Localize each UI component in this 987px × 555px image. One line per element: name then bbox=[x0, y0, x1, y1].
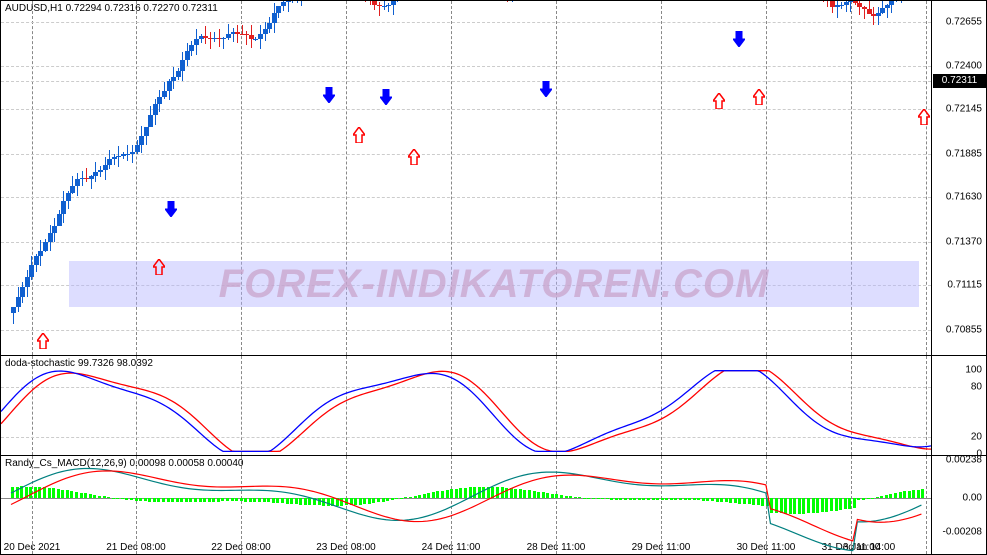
stoch-title: doda-stochastic 99.7326 98.0392 bbox=[5, 358, 153, 369]
buy-arrow-icon bbox=[408, 149, 420, 165]
macd-lines bbox=[1, 456, 931, 554]
buy-arrow-icon bbox=[753, 89, 765, 105]
main-price-panel[interactable]: AUDUSD,H1 0.72294 0.72316 0.72270 0.7231… bbox=[1, 1, 986, 356]
macd-title: Randy_Cs_MACD(12,26,9) 0.00098 0.00058 0… bbox=[5, 458, 244, 469]
main-title: AUDUSD,H1 0.72294 0.72316 0.72270 0.7231… bbox=[5, 3, 218, 14]
sell-arrow-icon bbox=[165, 201, 177, 217]
stochastic-panel[interactable]: doda-stochastic 99.7326 98.0392 10080200 bbox=[1, 356, 986, 456]
macd-y-axis: 0.002380.00-0.00208 bbox=[931, 456, 986, 554]
stoch-chart-area[interactable]: doda-stochastic 99.7326 98.0392 bbox=[1, 356, 931, 455]
buy-arrow-icon bbox=[918, 109, 930, 125]
buy-arrow-icon bbox=[37, 333, 49, 349]
buy-arrow-icon bbox=[353, 127, 365, 143]
sell-arrow-icon bbox=[733, 31, 745, 47]
buy-arrow-icon bbox=[713, 93, 725, 109]
sell-arrow-icon bbox=[323, 87, 335, 103]
macd-chart-area[interactable]: Randy_Cs_MACD(12,26,9) 0.00098 0.00058 0… bbox=[1, 456, 931, 554]
sell-arrow-icon bbox=[540, 81, 552, 97]
sell-arrow-icon bbox=[380, 89, 392, 105]
chart-container: AUDUSD,H1 0.72294 0.72316 0.72270 0.7231… bbox=[0, 0, 987, 555]
macd-panel[interactable]: Randy_Cs_MACD(12,26,9) 0.00098 0.00058 0… bbox=[1, 456, 986, 554]
buy-arrow-icon bbox=[153, 259, 165, 275]
main-chart-area[interactable]: AUDUSD,H1 0.72294 0.72316 0.72270 0.7231… bbox=[1, 1, 931, 355]
main-y-axis: 0.726550.724000.721450.718850.716300.713… bbox=[931, 1, 986, 355]
watermark: FOREX-INDIKATOREN.COM bbox=[69, 261, 919, 307]
current-price-box: 0.72311 bbox=[933, 74, 986, 88]
stoch-y-axis: 10080200 bbox=[931, 356, 986, 455]
stochastic-lines bbox=[1, 356, 931, 455]
